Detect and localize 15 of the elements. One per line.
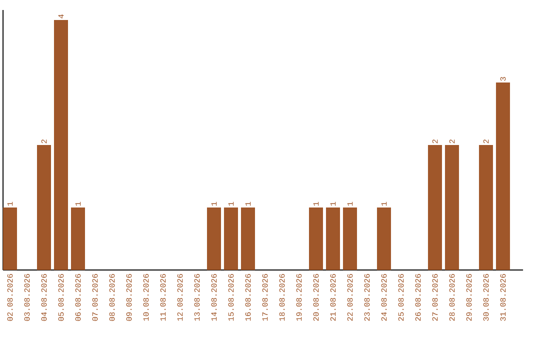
bar (444, 144, 459, 270)
bar (496, 82, 510, 270)
bar (71, 208, 85, 270)
bar (54, 20, 68, 270)
bar (37, 144, 51, 270)
bar (376, 208, 391, 270)
bar (342, 208, 357, 270)
bar (326, 208, 340, 270)
bar (308, 208, 323, 270)
bar (3, 208, 18, 270)
bar (240, 208, 255, 270)
bar (428, 144, 442, 270)
bar (206, 208, 221, 270)
bar (224, 208, 238, 270)
bar (478, 144, 493, 270)
